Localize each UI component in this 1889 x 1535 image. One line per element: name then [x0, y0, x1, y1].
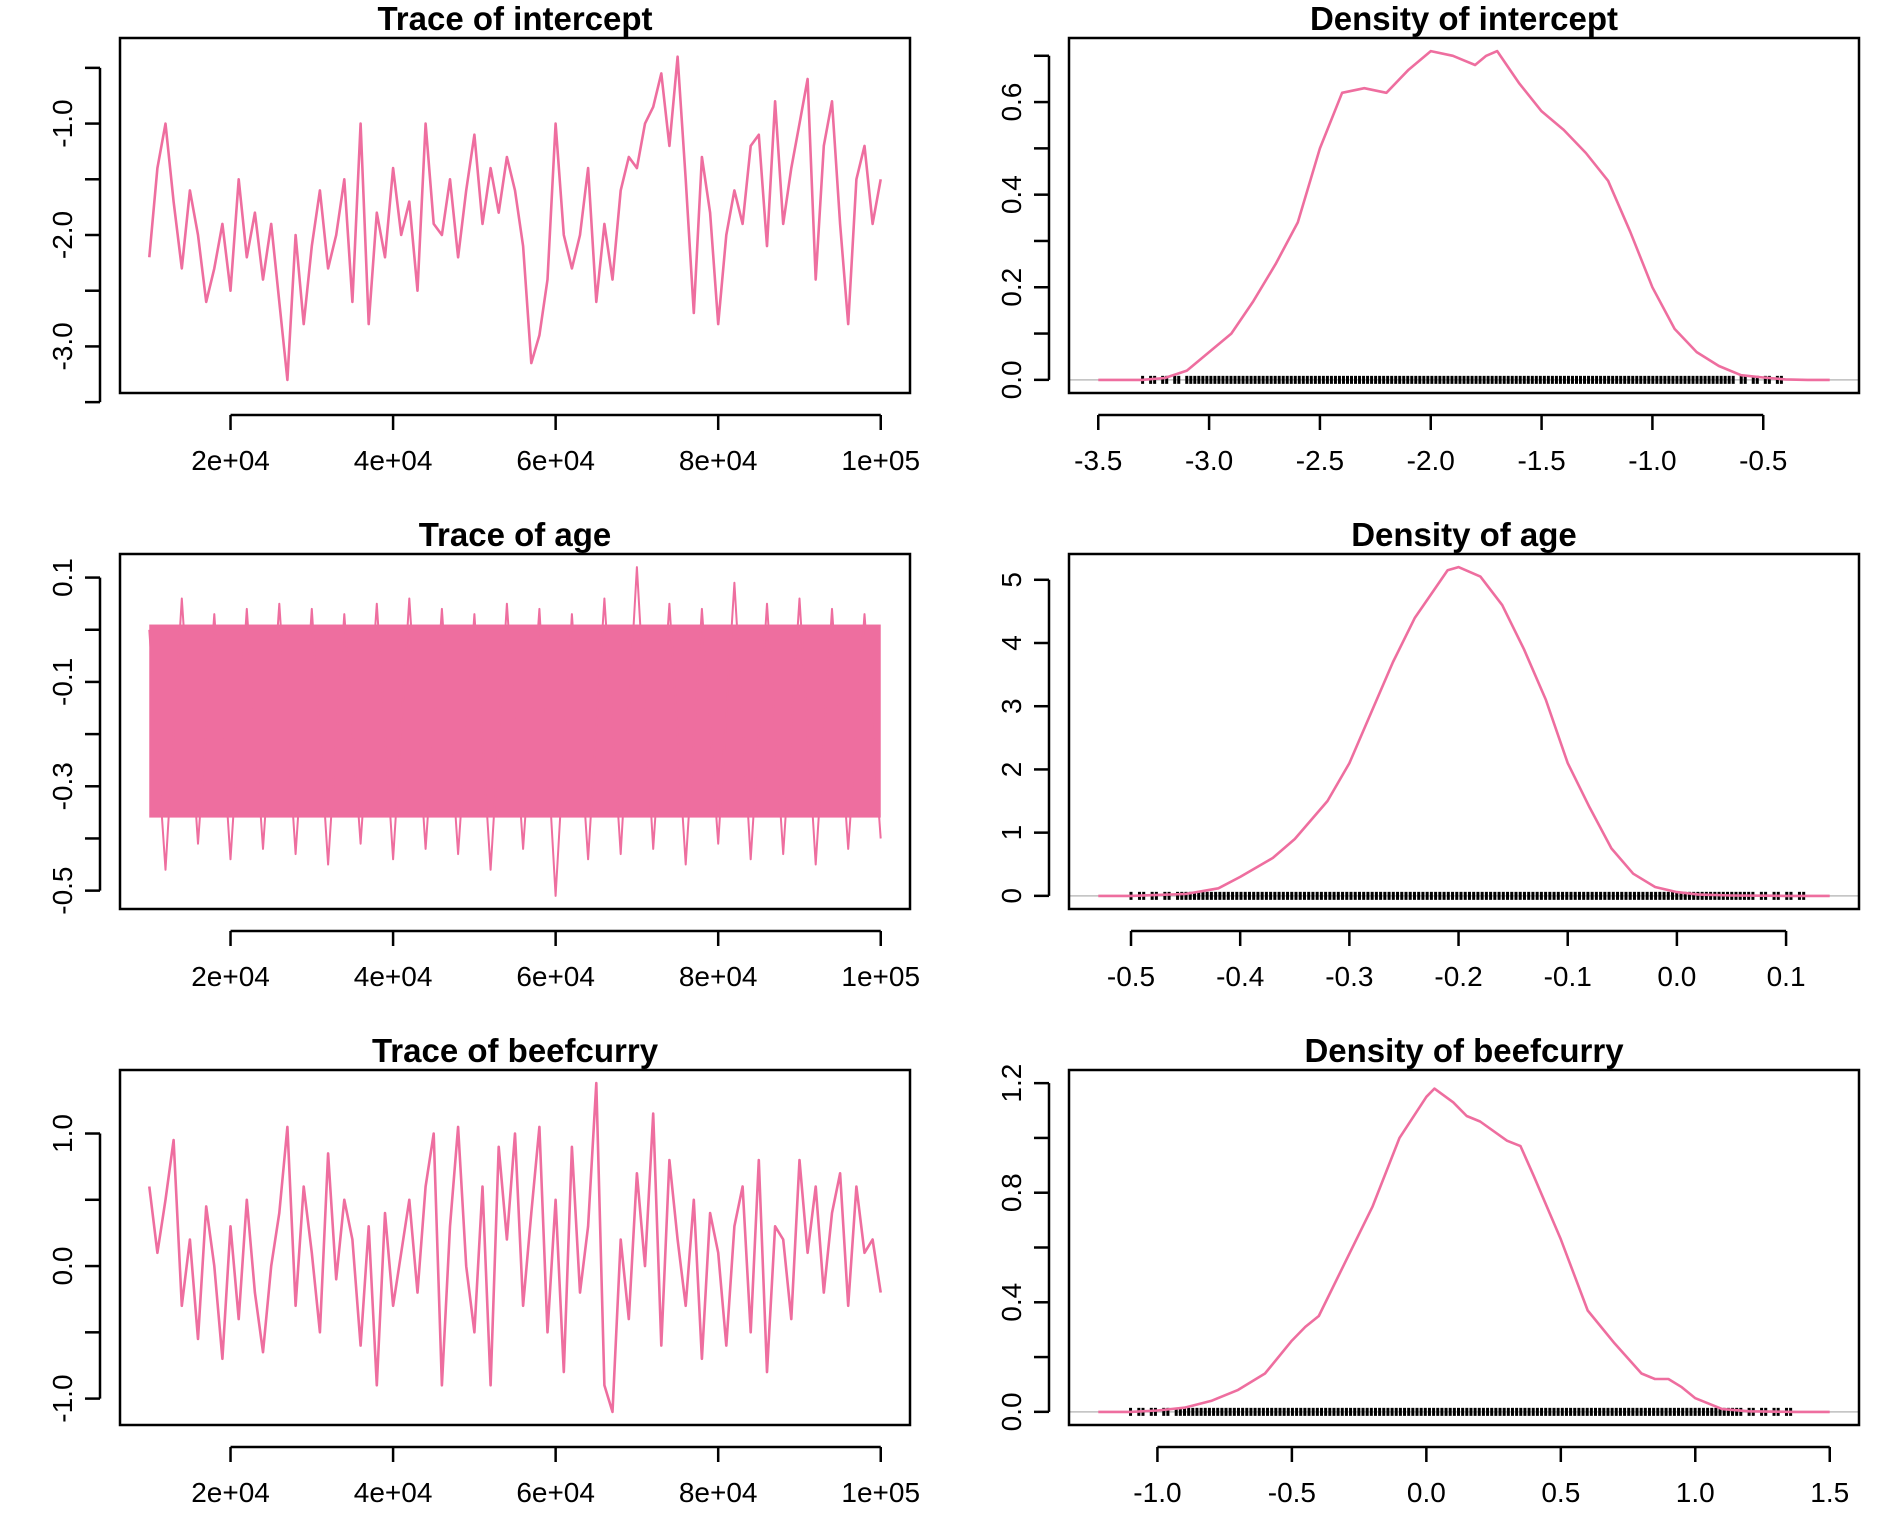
- x-tick-label: 2e+04: [191, 961, 270, 992]
- x-tick-label: 1.0: [1676, 1477, 1715, 1508]
- y-axis: -0.5 -0.3 -0.1 0.1: [47, 558, 102, 915]
- x-axis: -0.5 -0.4 -0.3 -0.2 -0.1 0.0 0.1: [1107, 929, 1806, 992]
- plot-frame: [118, 552, 912, 911]
- x-tick-label: 0.0: [1407, 1477, 1446, 1508]
- panel-6: Density of beefcurry -1.0 -0.5 0.0 0.5 1.0 1.5…: [996, 1032, 1861, 1508]
- x-tick-label: 0.5: [1541, 1477, 1580, 1508]
- x-tick-label: -1.0: [1133, 1477, 1181, 1508]
- x-tick-label: 1e+05: [841, 1477, 920, 1508]
- x-tick-label: -1.5: [1517, 445, 1565, 476]
- y-tick-label: 0.6: [996, 83, 1027, 122]
- x-tick-label: -0.3: [1325, 961, 1373, 992]
- panel-title: Density of age: [1351, 516, 1577, 553]
- y-axis: -3.0 -2.0 -1.0: [47, 66, 102, 404]
- rug-marks: [1129, 891, 1806, 900]
- x-tick-label: 1e+05: [841, 445, 920, 476]
- x-tick-label: 6e+04: [516, 1477, 595, 1508]
- x-axis: 2e+04 4e+04 6e+04 8e+04 1e+05: [191, 929, 920, 992]
- panel-title: Trace of beefcurry: [372, 1032, 659, 1069]
- y-tick-label: 1.0: [47, 1114, 78, 1153]
- panel-title: Density of intercept: [1310, 0, 1618, 37]
- panel-4: Density of age -0.5 -0.4 -0.3 -0.2 -0.1 0.0 0.1…: [996, 516, 1861, 992]
- x-tick-label: 0.0: [1657, 961, 1696, 992]
- x-tick-label: 1e+05: [841, 961, 920, 992]
- y-tick-label: 0.1: [47, 558, 78, 597]
- y-tick-label: 0.0: [47, 1247, 78, 1286]
- x-tick-label: -3.0: [1185, 445, 1233, 476]
- x-tick-label: 8e+04: [679, 1477, 758, 1508]
- y-tick-label: -0.3: [47, 762, 78, 810]
- x-tick-label: -2.5: [1296, 445, 1344, 476]
- x-axis: 2e+04 4e+04 6e+04 8e+04 1e+05: [191, 413, 920, 476]
- x-tick-label: 4e+04: [354, 445, 433, 476]
- x-tick-label: -0.2: [1434, 961, 1482, 992]
- y-tick-label: 1.2: [996, 1064, 1027, 1103]
- series-line: [1098, 49, 1830, 382]
- y-tick-label: 0: [996, 888, 1027, 904]
- x-tick-label: -0.5: [1107, 961, 1155, 992]
- panel-3: Trace of age 2e+04 4e+04 6e+04 8e+04 1e+05 -0.…: [47, 516, 920, 992]
- plot-frame: [1067, 552, 1861, 911]
- panel-title: Density of beefcurry: [1304, 1032, 1624, 1069]
- x-tick-label: 8e+04: [679, 445, 758, 476]
- y-axis: 0.0 0.2 0.4 0.6: [996, 54, 1051, 399]
- x-axis: -1.0 -0.5 0.0 0.5 1.0 1.5: [1133, 1445, 1849, 1508]
- y-tick-label: -0.1: [47, 658, 78, 706]
- x-tick-label: 1.5: [1810, 1477, 1849, 1508]
- panel-title: Trace of age: [419, 516, 612, 553]
- x-axis: -3.5 -3.0 -2.5 -2.0 -1.5 -1.0 -0.5: [1074, 413, 1787, 476]
- series-line: [1098, 565, 1830, 898]
- y-axis: 0 1 2 3 4 5: [996, 572, 1051, 904]
- y-tick-label: -3.0: [47, 322, 78, 370]
- y-tick-label: 0.0: [996, 360, 1027, 399]
- y-tick-label: 0.4: [996, 175, 1027, 214]
- series-line: [148, 55, 882, 382]
- x-tick-label: -2.0: [1407, 445, 1455, 476]
- x-tick-label: -0.1: [1544, 961, 1592, 992]
- x-tick-label: -0.4: [1216, 961, 1264, 992]
- y-tick-label: 2: [996, 762, 1027, 778]
- y-tick-label: 0.4: [996, 1283, 1027, 1322]
- y-tick-label: 5: [996, 572, 1027, 588]
- y-tick-label: 0.0: [996, 1392, 1027, 1431]
- y-tick-label: 4: [996, 635, 1027, 651]
- rug-marks: [1141, 375, 1783, 384]
- x-tick-label: 4e+04: [354, 961, 433, 992]
- panel-2: Density of intercept -3.5 -3.0 -2.5 -2.0 -1.5…: [996, 0, 1861, 476]
- y-tick-label: 0.2: [996, 268, 1027, 307]
- plot-frame: [118, 1068, 912, 1427]
- x-tick-label: 6e+04: [516, 445, 595, 476]
- y-tick-label: 0.8: [996, 1173, 1027, 1212]
- x-tick-label: 6e+04: [516, 961, 595, 992]
- x-tick-label: -3.5: [1074, 445, 1122, 476]
- x-axis: 2e+04 4e+04 6e+04 8e+04 1e+05: [191, 1445, 920, 1508]
- series-line: [1098, 1087, 1830, 1414]
- x-tick-label: -0.5: [1268, 1477, 1316, 1508]
- plot-frame: [1067, 1068, 1861, 1427]
- panel-1: Trace of intercept 2e+04 4e+04 6e+04 8e+04 1e…: [47, 0, 920, 476]
- x-tick-label: 8e+04: [679, 961, 758, 992]
- x-tick-label: 4e+04: [354, 1477, 433, 1508]
- series-line: [148, 1081, 882, 1414]
- x-tick-label: 2e+04: [191, 445, 270, 476]
- y-tick-label: -1.0: [47, 99, 78, 147]
- plot-frame: [1067, 36, 1861, 395]
- panel-5: Trace of beefcurry 2e+04 4e+04 6e+04 8e+04 1e…: [47, 1032, 920, 1508]
- y-axis: 0.0 0.4 0.8 1.2: [996, 1064, 1051, 1431]
- series-line: [148, 566, 882, 897]
- y-tick-label: -0.5: [47, 867, 78, 915]
- y-tick-label: -2.0: [47, 211, 78, 259]
- panel-title: Trace of intercept: [377, 0, 652, 37]
- y-tick-label: -1.0: [47, 1374, 78, 1422]
- x-tick-label: 0.1: [1767, 961, 1806, 992]
- x-tick-label: 2e+04: [191, 1477, 270, 1508]
- y-axis: -1.0 0.0 1.0: [47, 1114, 102, 1423]
- x-tick-label: -1.0: [1628, 445, 1676, 476]
- y-tick-label: 3: [996, 698, 1027, 714]
- plot-frame: [118, 36, 912, 395]
- y-tick-label: 1: [996, 825, 1027, 841]
- x-tick-label: -0.5: [1739, 445, 1787, 476]
